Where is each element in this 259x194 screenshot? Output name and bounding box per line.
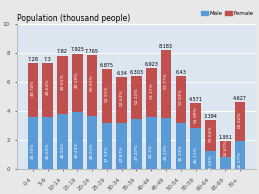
Text: 6.303: 6.303 [130,70,143,74]
Text: 6.923: 6.923 [144,62,158,67]
Text: 49.63%: 49.63% [46,143,50,159]
Text: 49.74%: 49.74% [31,79,35,96]
Text: 4.571: 4.571 [189,97,203,102]
Text: 7.925: 7.925 [70,48,84,52]
Text: 52.63%: 52.63% [120,90,124,106]
Bar [220,141,231,157]
Text: 53.17%: 53.17% [149,82,153,99]
Legend: Male, Female: Male, Female [199,9,256,18]
Bar [116,123,127,169]
Bar [220,157,231,169]
Bar [131,76,142,119]
Text: 60.02%: 60.02% [238,111,242,128]
Bar [205,120,216,151]
Text: 52.13%: 52.13% [134,87,139,104]
Text: 50.93%: 50.93% [90,74,94,91]
Text: 3.394: 3.394 [204,114,217,119]
Bar [235,102,245,141]
Text: 42.57%: 42.57% [238,151,242,168]
Bar [102,123,112,169]
Bar [72,112,83,169]
Text: 46.13%: 46.13% [179,145,183,161]
Text: 4.627: 4.627 [233,96,247,101]
Text: 6.34: 6.34 [116,71,127,76]
Text: 6.875: 6.875 [100,63,114,68]
Bar [102,69,112,123]
Bar [146,68,157,117]
Text: 8.183: 8.183 [159,44,173,49]
Bar [205,151,216,169]
Bar [190,128,201,169]
Text: 49.63%: 49.63% [46,79,50,95]
Bar [28,63,38,117]
Bar [161,118,171,169]
Text: 29.50%: 29.50% [208,155,212,171]
Text: 7.3: 7.3 [44,57,52,62]
Text: 52.91%: 52.91% [105,85,109,102]
Text: 1.951: 1.951 [218,135,232,140]
Bar [42,117,53,169]
Text: 47.87%: 47.87% [120,145,124,162]
Text: 6.43: 6.43 [175,70,186,74]
Text: 47.13%: 47.13% [105,145,109,162]
Text: 51.99%: 51.99% [194,106,198,122]
Bar [87,116,97,169]
Text: 44.23%: 44.23% [164,143,168,160]
Text: 50.64%: 50.64% [208,126,212,142]
Bar [42,63,53,117]
Bar [176,76,186,123]
Text: 52.87%: 52.87% [223,140,227,156]
Text: 44.1%: 44.1% [149,144,153,158]
Text: 7.28: 7.28 [27,57,38,62]
Text: 49.01%: 49.01% [90,142,94,159]
Bar [116,77,127,123]
Text: 49.55%: 49.55% [61,73,64,90]
Bar [190,103,201,128]
Bar [87,55,97,116]
Text: 45.11%: 45.11% [194,147,198,163]
Bar [161,50,171,118]
Text: Population (thousand people): Population (thousand people) [17,14,130,23]
Bar [176,123,186,169]
Bar [72,54,83,112]
Bar [131,119,142,169]
Bar [57,114,68,169]
Text: 48.94%: 48.94% [61,142,64,158]
Bar [28,117,38,169]
Text: 53.77%: 53.77% [164,72,168,89]
Text: 49.44%: 49.44% [75,141,79,158]
Text: 7.82: 7.82 [57,49,68,54]
Bar [57,55,68,114]
Text: 49.59%: 49.59% [75,72,79,88]
Text: 7.765: 7.765 [85,49,99,54]
Text: 47.47%: 47.47% [134,144,139,160]
Bar [235,141,245,169]
Text: 53.93%: 53.93% [179,89,183,105]
Bar [146,117,157,169]
Text: 49.76%: 49.76% [31,143,35,159]
